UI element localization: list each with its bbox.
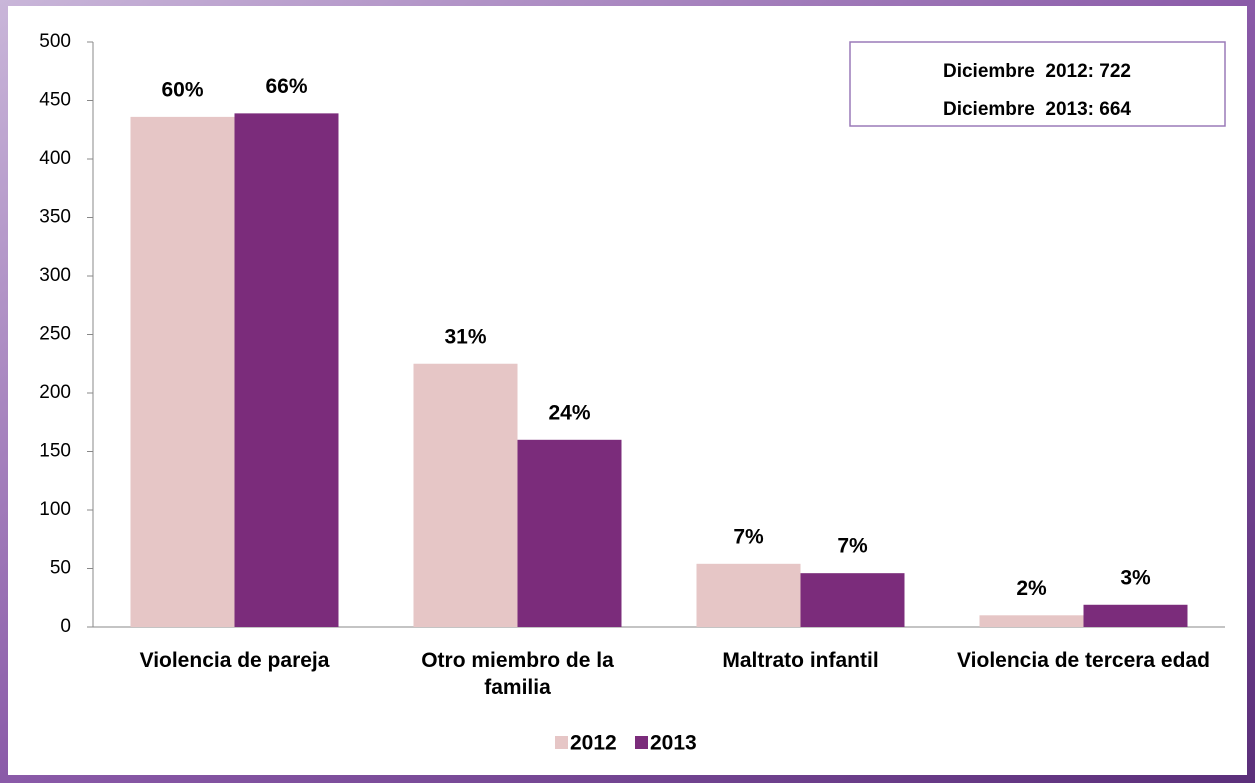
y-tick-label: 450: [39, 90, 71, 111]
bar: [800, 573, 905, 627]
x-tick-label-box: Violencia de tercera edad: [957, 649, 1210, 672]
y-tick-label: 200: [39, 382, 71, 403]
bar: [696, 563, 801, 627]
data-label: 66%: [265, 75, 307, 98]
bar: [517, 439, 622, 627]
data-label: 24%: [548, 401, 590, 424]
y-tick-label: 50: [50, 558, 71, 579]
y-tick-label: 0: [60, 616, 71, 637]
y-tick-label: 500: [39, 31, 71, 52]
data-label: 7%: [837, 535, 868, 558]
y-tick-label: 250: [39, 324, 71, 345]
data-label: 31%: [444, 325, 486, 348]
x-tick-label-box: Otro miembro de la familia: [421, 649, 614, 699]
x-tick-label-box: Maltrato infantil: [722, 649, 879, 672]
legend-swatch: [555, 736, 568, 749]
bar: [130, 116, 235, 627]
y-tick-label: 300: [39, 265, 71, 286]
data-label: 3%: [1120, 566, 1151, 589]
bar: [979, 615, 1084, 627]
x-tick-label: Violencia de tercera edad: [957, 649, 1210, 672]
bar: [1083, 604, 1188, 627]
y-tick-label: 350: [39, 207, 71, 228]
x-tick-label: Otro miembro de la familia: [421, 649, 614, 699]
x-tick-label-box: Violencia de pareja: [139, 649, 330, 672]
data-label: 7%: [733, 525, 764, 548]
y-tick-label: 100: [39, 499, 71, 520]
legend-label: 2013: [650, 732, 697, 755]
annotation: Diciembre 2013: 664: [943, 99, 1131, 120]
legend-swatch: [635, 736, 648, 749]
x-tick-label: Maltrato infantil: [722, 649, 879, 672]
annotation: Diciembre 2012: 722: [943, 61, 1131, 82]
annotation-box: [849, 41, 1226, 127]
data-label: 60%: [161, 78, 203, 101]
y-tick-label: 400: [39, 148, 71, 169]
x-tick-label: Violencia de pareja: [139, 649, 330, 672]
data-label: 2%: [1016, 577, 1047, 600]
legend-label: 2012: [570, 732, 617, 755]
y-tick-label: 150: [39, 441, 71, 462]
bar: [234, 113, 339, 628]
bar: [413, 363, 518, 627]
